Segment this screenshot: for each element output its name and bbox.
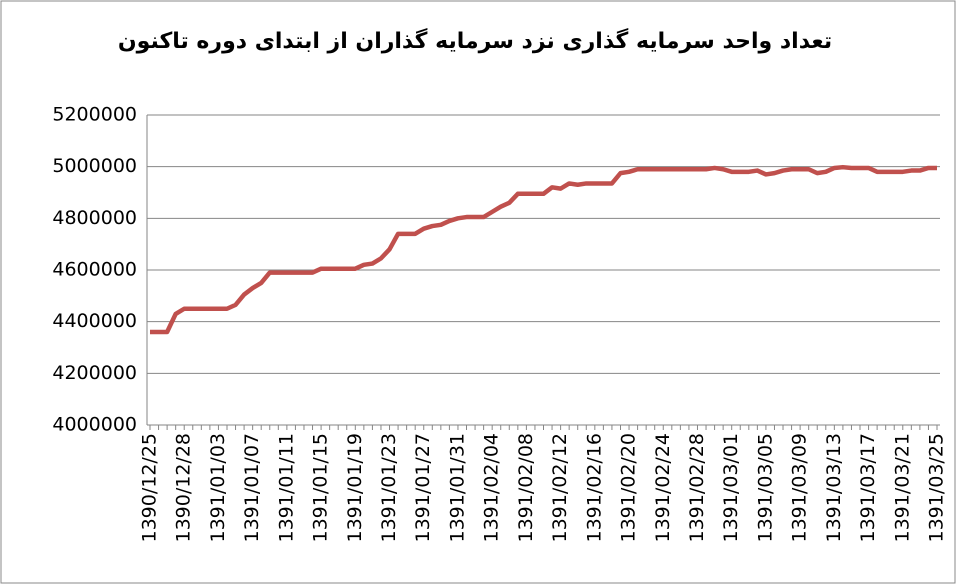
x-tick-label: 1390/12/25 — [139, 433, 161, 543]
y-tick-label: 4600000 — [52, 259, 137, 281]
x-tick-label: 1391/01/15 — [310, 433, 332, 543]
x-tick-label: 1391/02/28 — [686, 433, 708, 543]
x-tick-label: 1391/03/13 — [823, 433, 845, 543]
y-tick-label: 4000000 — [52, 414, 137, 436]
x-tick-label: 1391/02/16 — [583, 433, 605, 543]
x-tick-label: 1391/01/11 — [275, 433, 297, 543]
x-tick-label: 1391/01/07 — [241, 433, 263, 543]
x-tick-label: 1391/03/21 — [891, 433, 913, 543]
x-tick-label: 1391/01/23 — [378, 433, 400, 543]
x-tick-label: 1391/03/25 — [926, 433, 948, 543]
x-tick-label: 1390/12/28 — [173, 433, 195, 543]
x-tick-label: 1391/03/05 — [754, 433, 776, 543]
x-tick-label: 1391/01/19 — [344, 433, 366, 543]
x-tick-label: 1391/01/31 — [446, 433, 468, 543]
y-tick-label: 4800000 — [52, 207, 137, 229]
y-tick-label: 5200000 — [52, 104, 137, 126]
data-line — [150, 164, 937, 335]
x-tick-label: 1391/02/08 — [515, 433, 537, 543]
chart-title: تعداد واحد سرمایه گذاری نزد سرمایه گذارا… — [118, 27, 832, 54]
x-tick-label: 1391/03/09 — [789, 433, 811, 543]
x-tick-label: 1391/02/12 — [549, 433, 571, 543]
x-tick-label: 1391/03/01 — [720, 433, 742, 543]
x-tick-label: 1391/02/20 — [618, 433, 640, 543]
x-tick-label: 1391/01/03 — [207, 433, 229, 543]
y-tick-label: 4400000 — [52, 310, 137, 332]
y-tick-label: 4200000 — [52, 362, 137, 384]
x-tick-label: 1391/01/27 — [412, 433, 434, 543]
x-tick-label: 1391/03/17 — [857, 433, 879, 543]
y-tick-label: 5000000 — [52, 155, 137, 177]
x-tick-label: 1391/02/24 — [652, 433, 674, 543]
x-tick-label: 1391/02/04 — [481, 433, 503, 543]
